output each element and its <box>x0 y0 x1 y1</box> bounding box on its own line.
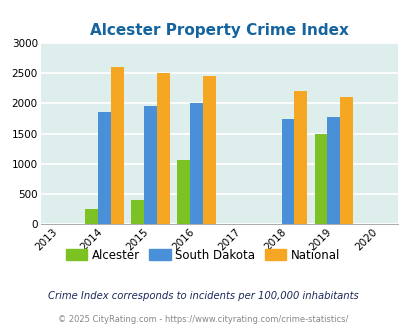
Bar <box>339 97 352 224</box>
Bar <box>98 112 111 224</box>
Bar <box>294 91 307 224</box>
Bar <box>326 117 339 224</box>
Bar <box>190 103 202 224</box>
Text: Crime Index corresponds to incidents per 100,000 inhabitants: Crime Index corresponds to incidents per… <box>47 291 358 301</box>
Bar <box>177 160 190 224</box>
Text: © 2025 CityRating.com - https://www.cityrating.com/crime-statistics/: © 2025 CityRating.com - https://www.city… <box>58 315 347 324</box>
Legend: Alcester, South Dakota, National: Alcester, South Dakota, National <box>61 244 344 266</box>
Bar <box>202 76 215 224</box>
Bar <box>314 134 326 224</box>
Bar <box>281 119 294 224</box>
Bar <box>157 73 169 224</box>
Bar <box>144 106 157 224</box>
Bar <box>85 209 98 224</box>
Bar <box>131 200 144 224</box>
Title: Alcester Property Crime Index: Alcester Property Crime Index <box>90 22 348 38</box>
Bar <box>111 67 124 224</box>
